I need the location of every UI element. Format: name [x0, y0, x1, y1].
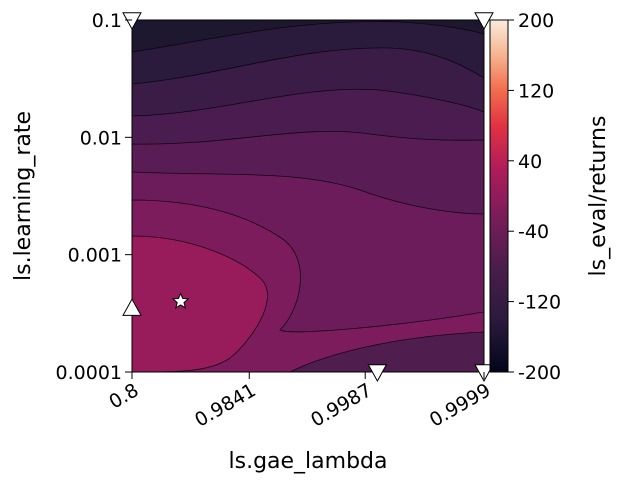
triangle-down-marker: [367, 364, 388, 383]
colorbar-tick-label: -40: [518, 221, 549, 243]
colorbar-tick-label: 120: [518, 80, 554, 102]
y-tick-label: 0.001: [68, 245, 122, 267]
x-axis-label: ls.gae_lambda: [229, 449, 388, 474]
x-tick-label: 0.9987: [307, 379, 376, 431]
colorbar-tick-label: -120: [518, 292, 561, 314]
colorbar-label: ls_eval/returns: [586, 116, 611, 277]
y-tick-label: 0.0001: [56, 362, 122, 384]
best-point-star: [171, 292, 190, 309]
y-tick-label: 0.01: [80, 127, 122, 149]
triangle-up-marker: [122, 298, 142, 316]
y-ticks: 0.0001 0.001 0.01 0.1: [56, 10, 132, 384]
contour-band-7: [132, 235, 268, 372]
x-tick-label: 0.9841: [191, 379, 260, 431]
contour-band-low: [289, 331, 484, 372]
plot-frame: [131, 19, 485, 373]
colorbar-tick-label: 200: [518, 10, 554, 32]
x-tick-label: 0.9999: [426, 379, 495, 431]
x-ticks: 0.8 0.9841 0.9987 0.9999: [105, 372, 495, 432]
colorbar-tick-label: -200: [518, 362, 561, 384]
y-tick-label: 0.1: [92, 10, 122, 32]
x-tick-label: 0.8: [105, 379, 142, 413]
colorbar-ticks: 200 120 40 -40 -120 -200: [508, 10, 561, 384]
triangle-down-marker: [122, 12, 142, 31]
colorbar-tick-label: 40: [518, 151, 542, 173]
triangle-down-marker: [474, 12, 494, 31]
contour-field: [132, 20, 484, 372]
y-axis-label: ls.learning_rate: [11, 111, 36, 281]
colorbar: [489, 19, 509, 373]
